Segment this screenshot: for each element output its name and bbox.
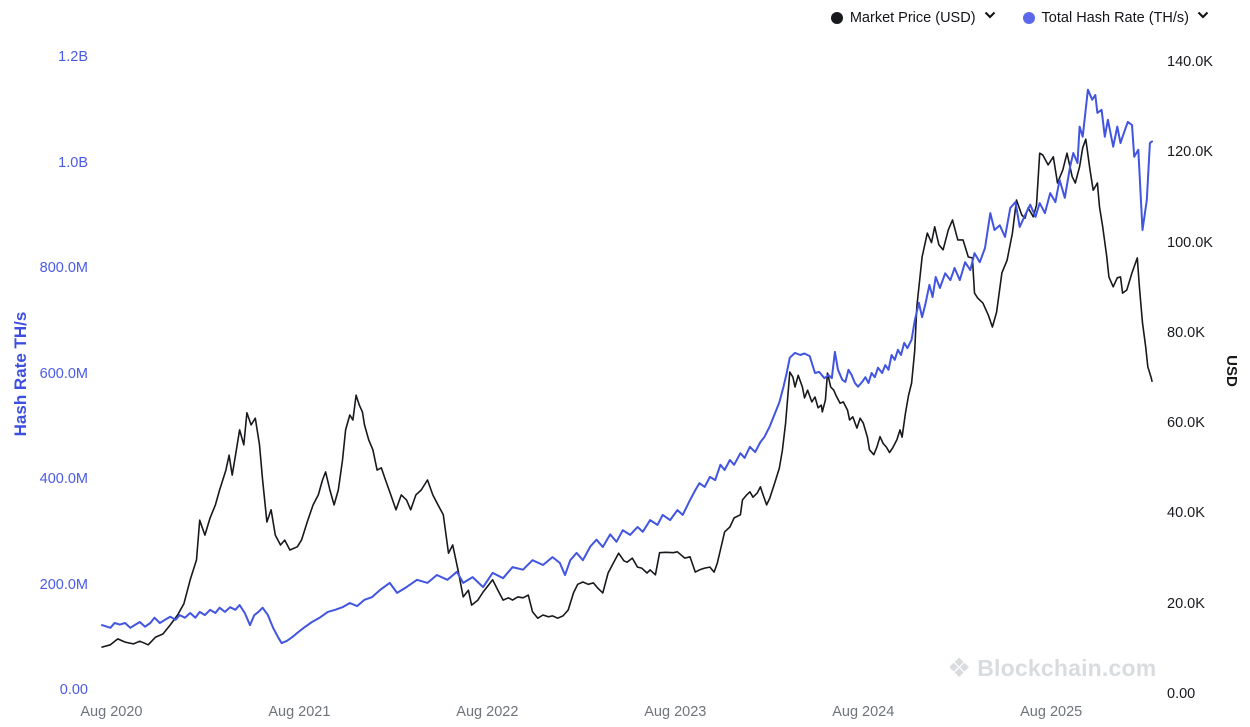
x-axis-tick-label: Aug 2021 [268, 704, 331, 720]
left-axis-tick-label: 0.00 [59, 682, 88, 698]
right-axis-tick-label: 20.0K [1167, 595, 1205, 612]
right-axis-tick-label: 0.00 [1167, 686, 1196, 702]
legend-label-market-price: Market Price (USD) [849, 10, 976, 26]
legend-item-market-price[interactable]: Market Price (USD) [830, 8, 997, 26]
price-series-dot-icon [830, 12, 843, 24]
right-axis-tick-label: 40.0K [1167, 505, 1205, 522]
left-axis-tick-label: 600.0M [39, 365, 88, 382]
legend-label-hash-rate: Total Hash Rate (TH/s) [1041, 10, 1189, 26]
x-axis-tick-label: Aug 2024 [832, 704, 895, 720]
right-axis-tick-label: 120.0K [1167, 144, 1213, 161]
hashrate-series-dot-icon [1022, 12, 1035, 24]
right-axis-tick-label: 80.0K [1167, 324, 1205, 341]
left-axis-tick-label: 1.0B [58, 154, 88, 171]
left-axis-tick-label: 800.0M [39, 260, 88, 276]
right-axis-tick-label: 140.0K [1167, 54, 1213, 70]
x-axis-tick-label: Aug 2025 [1020, 704, 1083, 720]
x-axis-tick-label: Aug 2023 [644, 704, 707, 720]
x-axis-tick-label: Aug 2020 [80, 704, 143, 720]
left-axis-tick-label: 1.2B [58, 49, 88, 65]
hashrate-line [101, 88, 1153, 645]
left-axis-tick-label: 400.0M [39, 471, 88, 487]
chart-legend: Market Price (USD) Total Hash Rate (TH/s… [830, 6, 1210, 30]
chevron-down-icon[interactable] [983, 8, 997, 22]
right-axis-tick-label: 100.0K [1167, 234, 1213, 251]
x-axis-tick-label: Aug 2022 [456, 704, 519, 720]
chevron-down-icon[interactable] [1196, 8, 1210, 22]
left-axis-tick-label: 200.0M [39, 576, 88, 593]
legend-item-hash-rate[interactable]: Total Hash Rate (TH/s) [1022, 8, 1210, 26]
price-line [101, 138, 1153, 648]
right-axis-tick-label: 60.0K [1167, 415, 1205, 432]
